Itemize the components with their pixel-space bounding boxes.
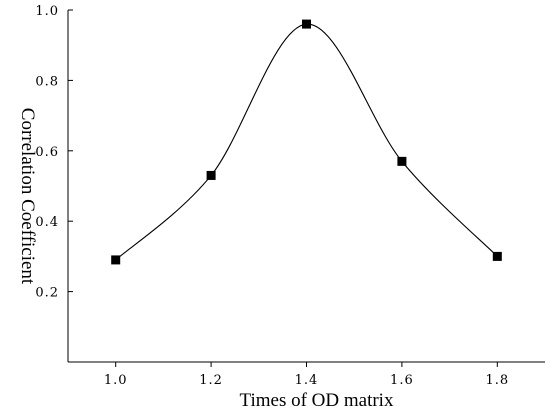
- data-point-marker: [302, 19, 311, 29]
- x-tick-label: 1.6: [390, 373, 414, 388]
- x-tick-label: 1.4: [295, 373, 319, 388]
- data-point-marker: [206, 170, 216, 180]
- data-point-marker: [492, 251, 502, 261]
- x-ticks: 1.0 1.2 1.4 1.6 1.8: [104, 362, 509, 388]
- y-tick-label: 0.2: [35, 286, 59, 301]
- y-tick-label: 0.8: [35, 74, 59, 89]
- data-point-marker: [111, 255, 121, 265]
- axes: [67, 10, 545, 363]
- x-tick-label: 1.0: [104, 373, 128, 388]
- series-line: [115, 23, 498, 261]
- data-point-marker: [397, 156, 407, 166]
- y-tick-label: 0.6: [35, 145, 59, 160]
- x-axis-title: Times of OD matrix: [240, 390, 394, 411]
- y-axis-title: Correlation Coefficient: [17, 108, 38, 285]
- series-markers: [111, 19, 502, 265]
- y-ticks: 0.2 0.4 0.6 0.8 1.0: [35, 4, 73, 301]
- y-tick-label: 0.4: [35, 215, 59, 230]
- x-tick-label: 1.2: [199, 373, 223, 388]
- y-tick-label: 1.0: [35, 4, 59, 19]
- x-tick-label: 1.8: [485, 373, 509, 388]
